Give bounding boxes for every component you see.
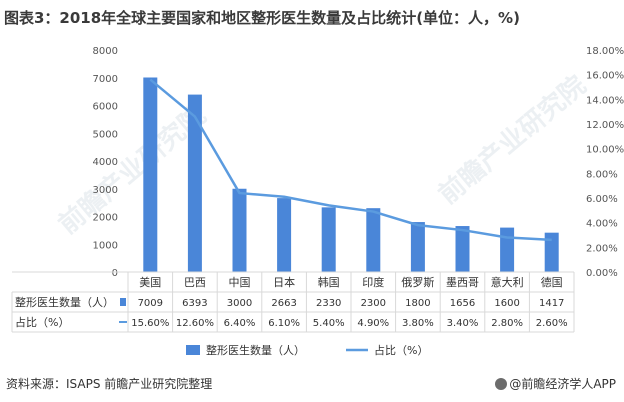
table-cell: 12.60% — [176, 318, 214, 329]
y-left-tick-label: 0 — [112, 268, 118, 279]
table-cell: 7009 — [138, 298, 163, 309]
bar — [143, 77, 158, 273]
y-right-tick-label: 4.00% — [586, 219, 618, 230]
table-cell: 6393 — [182, 298, 207, 309]
y-right-tick-label: 0.00% — [586, 268, 618, 279]
category-label: 中国 — [229, 276, 251, 289]
y-left-tick-label: 5000 — [93, 129, 118, 140]
legend-label: 占比（%） — [374, 343, 428, 357]
share-line — [149, 78, 552, 242]
y-left-tick-label: 7000 — [93, 74, 118, 85]
y-right-tick-label: 16.00% — [586, 71, 624, 82]
y-left-tick-label: 1000 — [93, 240, 118, 251]
table-cell: 2.60% — [536, 318, 568, 329]
bar — [500, 227, 515, 272]
category-label: 俄罗斯 — [401, 276, 434, 289]
chart-title: 图表3：2018年全球主要国家和地区整形医生数量及占比统计(单位：人，%) — [4, 9, 520, 27]
category-label: 印度 — [362, 275, 384, 289]
table-cell: 3.80% — [402, 318, 434, 329]
table-cell: 1417 — [539, 298, 564, 309]
table-row-label: 整形医生数量（人） — [15, 295, 114, 309]
table-cell: 2663 — [271, 298, 296, 309]
category-label: 德国 — [541, 275, 563, 289]
table-cell: 3.40% — [447, 318, 479, 329]
table-cell: 6.40% — [224, 318, 256, 329]
brand-text: @前瞻经济学人APP — [509, 377, 616, 391]
table-cell: 2300 — [361, 298, 386, 309]
table-cell: 6.10% — [268, 318, 300, 329]
table-cell: 2.80% — [491, 318, 523, 329]
y-right-tick-label: 6.00% — [586, 194, 618, 205]
bar — [455, 226, 470, 272]
bar — [232, 188, 247, 272]
bar — [187, 94, 202, 272]
bar — [277, 198, 292, 272]
category-label: 意大利 — [491, 275, 524, 289]
table-cell: 1656 — [450, 298, 475, 309]
table-cell: 5.40% — [313, 318, 345, 329]
brand-note: @前瞻经济学人APP — [495, 375, 616, 392]
table-cell: 4.90% — [357, 318, 389, 329]
y-left-tick-label: 3000 — [93, 185, 118, 196]
table-cell: 3000 — [227, 298, 252, 309]
table-cell: 1800 — [405, 298, 430, 309]
y-right-tick-label: 2.00% — [586, 243, 618, 254]
category-label: 韩国 — [318, 275, 340, 289]
y-left-tick-label: 2000 — [93, 213, 118, 224]
y-left-tick-label: 8000 — [93, 46, 118, 57]
bar — [410, 222, 425, 272]
source-note: 资料来源：ISAPS 前瞻产业研究院整理 — [6, 377, 213, 391]
y-left-tick-label: 4000 — [93, 157, 118, 168]
category-label: 美国 — [139, 276, 161, 289]
y-right-tick-label: 14.00% — [586, 95, 624, 106]
table-legend-bar-key — [120, 298, 126, 306]
bar — [544, 232, 559, 272]
table-cell: 15.60% — [131, 318, 169, 329]
table-cell: 1600 — [494, 298, 519, 309]
y-right-tick-label: 8.00% — [586, 169, 618, 180]
y-left-tick-label: 6000 — [93, 102, 118, 113]
category-label: 日本 — [273, 275, 295, 289]
legend-bar-swatch — [186, 345, 200, 355]
y-right-tick-label: 18.00% — [586, 46, 624, 57]
brand-logo-icon — [495, 378, 508, 390]
bar — [366, 208, 381, 272]
bar — [321, 207, 336, 272]
category-label: 墨西哥 — [446, 276, 479, 289]
category-label: 巴西 — [184, 276, 206, 289]
legend-label: 整形医生数量（人） — [206, 343, 305, 357]
table-row-label: 占比（%） — [15, 315, 69, 329]
y-right-tick-label: 12.00% — [586, 120, 624, 131]
table-cell: 2330 — [316, 298, 341, 309]
y-right-tick-label: 10.00% — [586, 145, 624, 156]
